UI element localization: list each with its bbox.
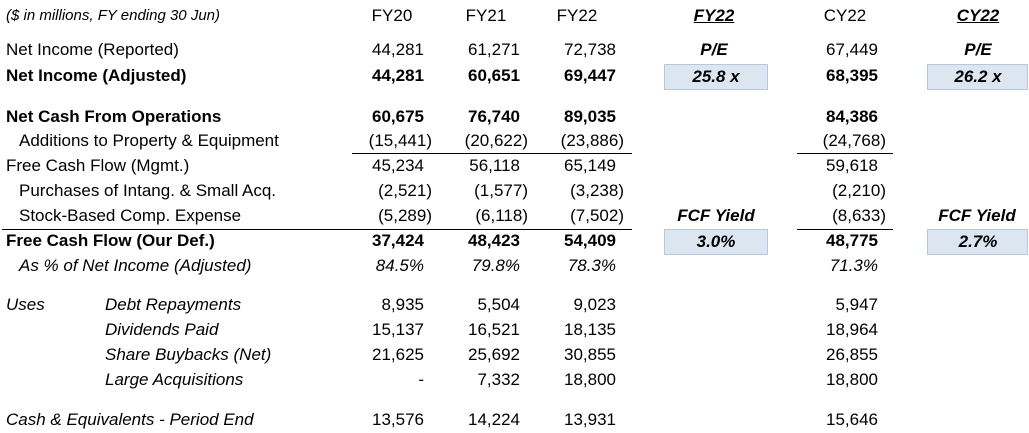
pe-value-cy22: 26.2 x [954, 67, 1002, 86]
cell-fcf-mgmt-cy22: 59,618 [826, 156, 878, 175]
cell-fcf-mgmt-fy20: 45,234 [372, 156, 424, 175]
cell-ni-adjusted-fy20: 44,281 [372, 66, 424, 85]
cell-sbc-fy21: (6,118) [475, 206, 528, 225]
cell-fcf-pct-cy22: 71.3% [829, 256, 878, 275]
cell-cfo-cy22: 84,386 [826, 107, 878, 126]
cell-debt-fy22: 9,023 [573, 295, 616, 314]
col-header-fy20: FY20 [371, 6, 413, 25]
row-label-ni-reported: Net Income (Reported) [6, 40, 179, 59]
col-header-fy21: FY21 [465, 6, 507, 25]
row-label-fcf-mgmt: Free Cash Flow (Mgmt.) [6, 156, 190, 175]
cell-cash-cy22: 15,646 [826, 410, 878, 429]
cell-divs-fy22: 18,135 [564, 320, 616, 339]
row-label-ni-adjusted: Net Income (Adjusted) [6, 66, 187, 85]
units-note: ($ in millions, FY ending 30 Jun) [6, 7, 220, 24]
cell-cfo-fy22: 89,035 [564, 107, 616, 126]
row-label-sbc: Stock-Based Comp. Expense [19, 206, 242, 225]
cell-ni-adjusted-fy21: 60,651 [468, 66, 520, 85]
cell-buyback-fy22: 30,855 [564, 345, 616, 364]
cell-cash-fy21: 14,224 [468, 410, 520, 429]
fcf-yield-label-fy22: FCF Yield [677, 206, 755, 225]
cell-fcf-mgmt-fy21: 56,118 [469, 156, 520, 175]
row-label-debt: Debt Repayments [105, 295, 242, 314]
cell-debt-fy20: 8,935 [381, 295, 424, 314]
cell-ni-reported-fy21: 61,271 [468, 40, 520, 59]
total-rule-fy [2, 229, 632, 230]
cell-intang-cy22: (2,210) [832, 181, 886, 200]
cell-buyback-fy20: 21,625 [372, 345, 424, 364]
cell-cfo-fy20: 60,675 [372, 107, 424, 126]
fcf-yield-cy22-highlight [927, 229, 1028, 255]
row-label-acq: Large Acquisitions [105, 370, 244, 389]
cell-fcf-pct-fy22: 78.3% [567, 256, 616, 275]
cell-cash-fy20: 13,576 [372, 410, 424, 429]
cell-fcf-ours-fy21: 48,423 [468, 231, 520, 250]
cell-cash-fy22: 13,931 [564, 410, 616, 429]
cell-ni-adjusted-cy22: 68,395 [826, 66, 878, 85]
cell-debt-fy21: 5,504 [477, 295, 520, 314]
cell-sbc-fy22: (7,502) [570, 206, 624, 225]
val-header-fy22: FY22 [693, 6, 735, 25]
fcf-yield-value-fy22: 3.0% [696, 232, 736, 251]
cell-ni-reported-fy22: 72,738 [564, 40, 616, 59]
cell-sbc-fy20: (5,289) [378, 206, 432, 225]
cell-capex-cy22: (24,768) [822, 131, 886, 150]
cell-acq-cy22: 18,800 [826, 370, 878, 389]
cell-acq-fy21: 7,332 [477, 370, 520, 389]
cell-acq-fy22: 18,800 [564, 370, 616, 389]
cell-intang-fy20: (2,521) [378, 181, 432, 200]
cell-capex-fy21: (20,622) [464, 131, 528, 150]
pe-label-fy22: P/E [700, 40, 728, 59]
cell-ni-reported-fy20: 44,281 [372, 40, 424, 59]
cell-fcf-mgmt-fy22: 65,149 [564, 156, 616, 175]
cell-fcf-ours-fy20: 37,424 [372, 231, 424, 250]
cell-debt-cy22: 5,947 [835, 295, 878, 314]
cell-divs-cy22: 18,964 [826, 320, 878, 339]
cell-ni-adjusted-fy22: 69,447 [564, 66, 616, 85]
fcf-yield-value-cy22: 2.7% [958, 232, 998, 251]
row-label-capex: Additions to Property & Equipment [19, 131, 279, 150]
cell-intang-fy21: (1,577) [474, 181, 528, 200]
row-label-intang: Purchases of Intang. & Small Acq. [19, 181, 277, 200]
cell-fcf-pct-fy20: 84.5% [375, 256, 424, 275]
fcf-yield-fy22-highlight [664, 229, 768, 255]
col-header-cy22: CY22 [823, 6, 867, 25]
row-label-fcf-ours: Free Cash Flow (Our Def.) [6, 231, 215, 250]
cell-ni-reported-cy22: 67,449 [826, 40, 878, 59]
row-label-cfo: Net Cash From Operations [6, 107, 222, 126]
total-rule-cy [797, 229, 893, 230]
cell-sbc-cy22: (8,633) [832, 206, 886, 225]
cell-divs-fy21: 16,521 [468, 320, 520, 339]
cell-intang-fy22: (3,238) [570, 181, 624, 200]
cell-capex-fy22: (23,886) [560, 131, 624, 150]
row-label-buyback: Share Buybacks (Net) [105, 345, 272, 364]
subtotal-rule-fy [352, 153, 632, 154]
subtotal-rule-cy [797, 153, 893, 154]
fcf-yield-label-cy22: FCF Yield [938, 206, 1016, 225]
row-label-cash: Cash & Equivalents - Period End [6, 410, 254, 429]
pe-label-cy22: P/E [964, 40, 992, 59]
cell-fcf-ours-fy22: 54,409 [564, 231, 616, 250]
row-label-fcf-pct: As % of Net Income (Adjusted) [19, 256, 252, 275]
col-header-fy22: FY22 [556, 6, 598, 25]
cell-buyback-cy22: 26,855 [826, 345, 878, 364]
cell-fcf-pct-fy21: 79.8% [471, 256, 520, 275]
cell-cfo-fy21: 76,740 [468, 107, 520, 126]
val-header-cy22: CY22 [956, 6, 1000, 25]
pe-fy22-highlight [664, 64, 768, 90]
uses-group-label: Uses [6, 295, 45, 314]
pe-cy22-highlight [927, 64, 1028, 90]
cell-fcf-ours-cy22: 48,775 [826, 231, 878, 250]
pe-value-fy22: 25.8 x [692, 67, 740, 86]
cell-acq-fy20: - [418, 370, 424, 389]
row-label-divs: Dividends Paid [105, 320, 219, 339]
cell-buyback-fy21: 25,692 [468, 345, 520, 364]
cell-capex-fy20: (15,441) [368, 131, 432, 150]
cell-divs-fy20: 15,137 [372, 320, 424, 339]
